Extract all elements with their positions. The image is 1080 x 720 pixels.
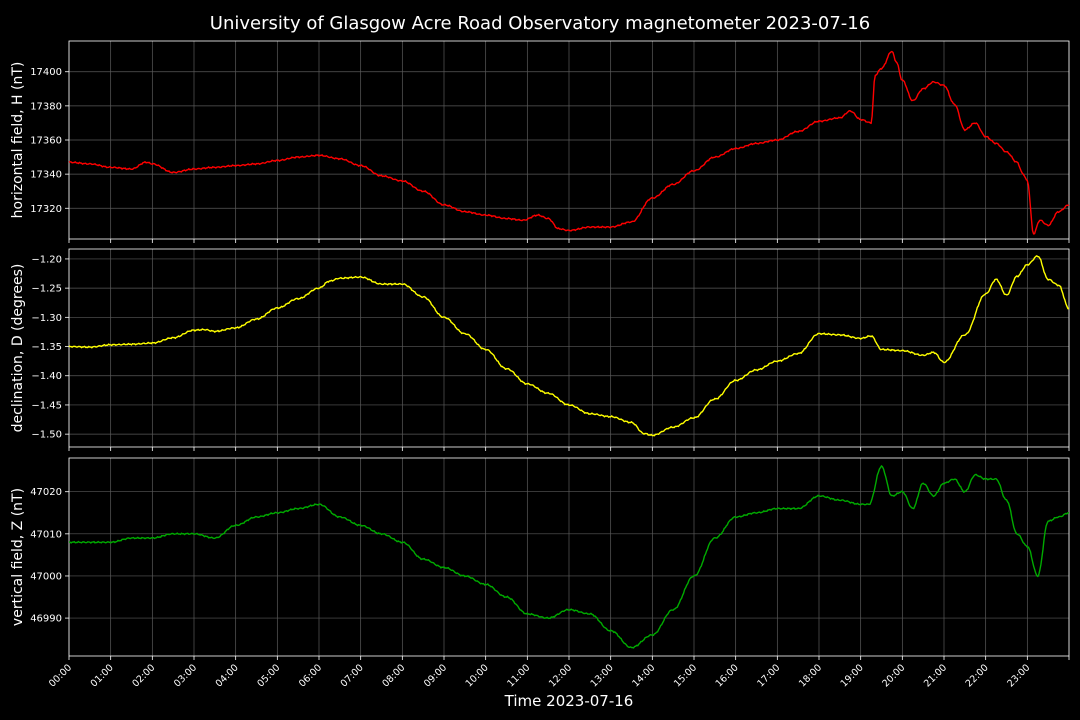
x-tick-label: 11:00 bbox=[505, 662, 532, 689]
y-tick-label: −1.30 bbox=[31, 313, 62, 324]
declination-panel: −1.50 −1.45 −1.40 −1.35 −1.30 −1.25 −1.20 decli… bbox=[10, 248, 1070, 451]
y-tick-label: 47010 bbox=[30, 529, 62, 540]
plot-frame bbox=[68, 248, 1070, 448]
x-tick-label: 22:00 bbox=[964, 662, 991, 689]
x-tick-label: 06:00 bbox=[297, 662, 324, 689]
plot-frame bbox=[68, 457, 1070, 657]
x-tick-label: 20:00 bbox=[880, 662, 907, 689]
y-tick-label: 17380 bbox=[30, 101, 62, 112]
y-tick-label: −1.25 bbox=[31, 284, 62, 295]
y-tick-label: −1.35 bbox=[31, 342, 62, 353]
y-tick-label: 17320 bbox=[30, 204, 62, 215]
x-tick-label: 02:00 bbox=[130, 662, 157, 689]
y-tick-label: 17400 bbox=[30, 67, 62, 78]
x-tick-labels: 00:00 01:00 02:00 03:00 04:00 05:00 06:00 07:00… bbox=[47, 662, 1032, 689]
x-tick-label: 04:00 bbox=[214, 662, 241, 689]
x-tick-label: 01:00 bbox=[89, 662, 116, 689]
y-tick-label: 47000 bbox=[30, 571, 62, 582]
x-tick-label: 13:00 bbox=[589, 662, 616, 689]
y-tick-label: −1.45 bbox=[31, 400, 62, 411]
x-tick-label: 23:00 bbox=[1005, 662, 1032, 689]
y-axis-label: vertical field, Z (nT) bbox=[10, 488, 26, 626]
x-tick-label: 00:00 bbox=[47, 662, 74, 689]
y-tick-label: 17360 bbox=[30, 136, 62, 147]
y-tick-label: 47020 bbox=[30, 487, 62, 498]
x-tick-label: 15:00 bbox=[672, 662, 699, 689]
plot-frame bbox=[68, 40, 1070, 240]
x-tick-label: 12:00 bbox=[547, 662, 574, 689]
y-tick-label: −1.20 bbox=[31, 254, 62, 265]
x-tick-label: 18:00 bbox=[797, 662, 824, 689]
x-tick-label: 05:00 bbox=[255, 662, 282, 689]
y-tick-label: −1.40 bbox=[31, 371, 62, 382]
y-tick-label: 17340 bbox=[30, 170, 62, 181]
series-line bbox=[69, 465, 1069, 649]
chart-panels: 17320 17340 17360 17380 17400 horizontal fiel… bbox=[10, 40, 1070, 660]
y-axis-label: horizontal field, H (nT) bbox=[10, 62, 26, 219]
y-tick-label: 46990 bbox=[30, 614, 62, 625]
x-tick-label: 03:00 bbox=[172, 662, 199, 689]
x-tick-label: 21:00 bbox=[922, 662, 949, 689]
x-tick-label: 16:00 bbox=[714, 662, 741, 689]
series-line bbox=[68, 255, 1070, 437]
h-field-panel: 17320 17340 17360 17380 17400 horizontal fiel… bbox=[10, 40, 1070, 243]
chart-title: University of Glasgow Acre Road Observat… bbox=[210, 13, 870, 34]
x-axis-label: Time 2023-07-16 bbox=[504, 692, 634, 710]
y-tick-label: −1.50 bbox=[31, 430, 62, 441]
x-tick-label: 14:00 bbox=[630, 662, 657, 689]
x-tick-label: 10:00 bbox=[464, 662, 491, 689]
x-tick-label: 08:00 bbox=[380, 662, 407, 689]
series-line bbox=[68, 50, 1070, 235]
x-tick-label: 07:00 bbox=[339, 662, 366, 689]
y-axis-label: declination, D (degrees) bbox=[10, 264, 26, 433]
x-tick-label: 09:00 bbox=[422, 662, 449, 689]
x-tick-label: 19:00 bbox=[839, 662, 866, 689]
z-field-panel: 46990 47000 47010 47020 vertical field, Z (n… bbox=[10, 457, 1070, 660]
x-tick-label: 17:00 bbox=[755, 662, 782, 689]
